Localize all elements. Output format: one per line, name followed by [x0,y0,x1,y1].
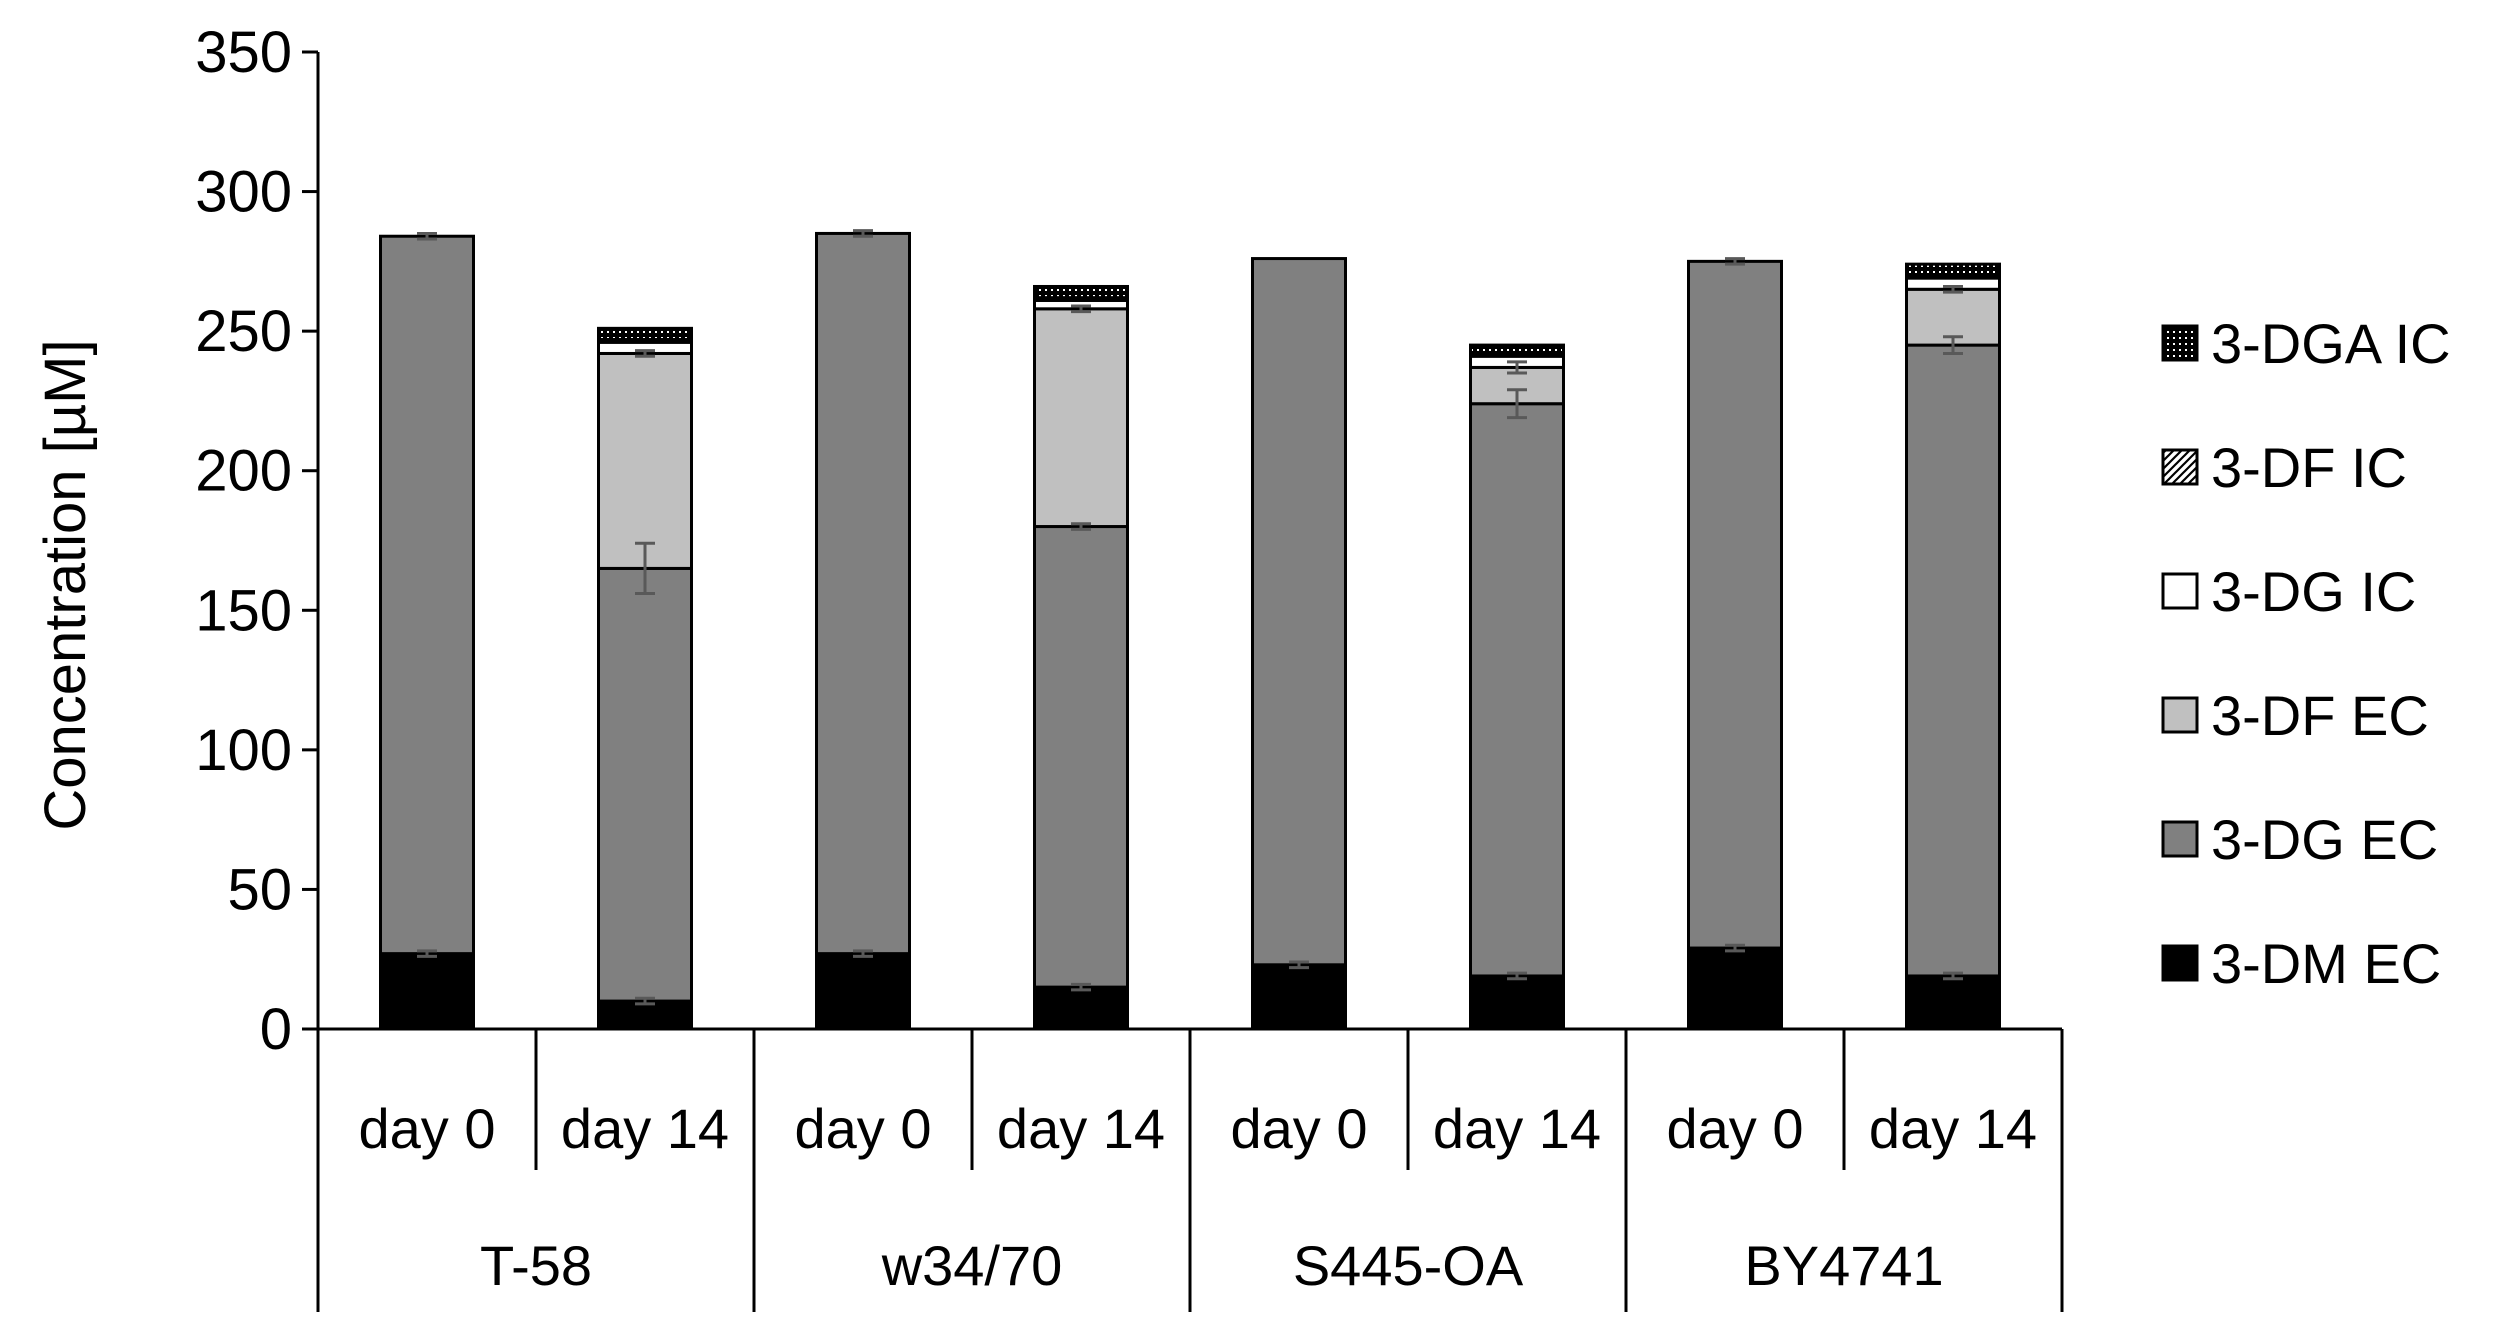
error-bar [1725,943,1745,953]
y-tick-label: 350 [195,20,292,85]
error-bar [853,949,873,958]
bar-segment-3-dm-ec [1687,946,1783,1031]
error-bar [1943,335,1963,355]
error-bar [1071,522,1091,531]
bar-segment-3-dg-ec [1251,257,1347,967]
x-category-label: day 0 [1231,1097,1368,1160]
x-category-label: day 14 [1869,1097,2037,1160]
x-category-label: day 0 [359,1097,496,1160]
error-bar [1507,971,1527,981]
bar-segment-3-dga-ic [1905,262,2001,277]
group-label-s445-oa: S445-OA [1293,1234,1524,1297]
bar-segment-3-dm-ec [815,952,911,1031]
bar-segment-3-dg-ec [379,234,475,956]
group-label-by4741: BY4741 [1744,1234,1943,1297]
error-bar [417,949,437,958]
bar-segment-3-dm-ec [1905,974,2001,1031]
bar-segment-3-dg-ec [1905,343,2001,978]
legend-swatch [2161,820,2199,858]
legend-swatch [2161,696,2199,734]
bar-segment-3-dg-ec [815,231,911,956]
y-tick-label: 100 [195,718,292,783]
y-axis: 0 50 100 150 200 250 300 350 [195,20,320,1062]
x-category-label: day 0 [795,1097,932,1160]
y-tick-label: 50 [227,857,292,922]
legend-item-3-dg-ic: 3-DG IC [2161,560,2416,623]
legend-swatch [2161,572,2199,610]
error-bar [1071,982,1091,992]
error-bar [1725,257,1745,266]
legend-item-3-df-ic: 3-DF IC [2161,436,2407,499]
legend-label: 3-DF EC [2211,684,2429,747]
error-bar [853,229,873,238]
bar-segment-3-dg-ec [1033,525,1129,989]
y-tick-label: 300 [195,160,292,225]
x-category-label: day 14 [561,1097,729,1160]
legend-label: 3-DG IC [2211,560,2416,623]
x-category-label: day 14 [1433,1097,1601,1160]
error-bar [635,541,655,596]
legend-label: 3-DG EC [2211,808,2438,871]
y-axis-label: Concentration [µM] [33,339,98,830]
bar-segment-3-dg-ec [1469,402,1565,978]
group-label-t-58: T-58 [480,1234,592,1297]
x-axis: day 0 day 14 day 0 day 14 day 0 day 14 day 0 da… [316,1027,2064,1312]
bar-segment-3-dga-ic [1469,343,1565,355]
error-bar [1289,960,1309,970]
error-bar [635,349,655,358]
bar-segment-3-df-ec [1033,307,1129,529]
error-bar [1943,971,1963,981]
bar-segment-3-df-ec [597,351,693,570]
legend-item-3-df-ec: 3-DF EC [2161,684,2429,747]
error-bar [635,996,655,1006]
legend-label: 3-DGA IC [2211,312,2451,375]
error-bar [1507,360,1527,375]
y-tick-label: 250 [195,299,292,364]
legend-swatch [2161,944,2199,982]
x-category-label: day 0 [1667,1097,1804,1160]
bar-segment-3-dm-ec [379,952,475,1031]
legend-swatch [2161,448,2199,486]
bar-segment-3-dm-ec [1033,985,1129,1031]
bar-segment-3-dga-ic [597,326,693,342]
legend-label: 3-DF IC [2211,436,2407,499]
x-category-label: day 14 [997,1097,1165,1160]
error-bar [1507,388,1527,420]
legend-item-3-dga-ic: 3-DGA IC [2161,312,2451,375]
bar-segment-3-dga-ic [1033,284,1129,300]
bar-segment-3-dg-ec [1687,259,1783,950]
bar-segment-3-dm-ec [1251,963,1347,1031]
legend-label: 3-DM EC [2211,932,2441,995]
group-label-w34-70: w34/70 [881,1234,1063,1297]
error-bar [1071,304,1091,314]
legend-item-3-dg-ec: 3-DG EC [2161,808,2438,871]
legend-swatch [2161,324,2199,362]
legend-item-3-dm-ec: 3-DM EC [2161,932,2441,995]
y-tick-label: 200 [195,439,292,504]
y-tick-label: 0 [260,997,292,1062]
y-tick-label: 150 [195,578,292,643]
legend: 3-DGA IC 3-DF IC 3-DG IC 3-DF EC 3-DG EC 3-DM… [2161,312,2451,995]
bar-segment-3-dg-ec [597,566,693,1003]
bar-segment-3-dm-ec [1469,974,1565,1031]
error-bar [1943,284,1963,294]
error-bar [417,231,437,241]
bars [379,229,2001,1031]
